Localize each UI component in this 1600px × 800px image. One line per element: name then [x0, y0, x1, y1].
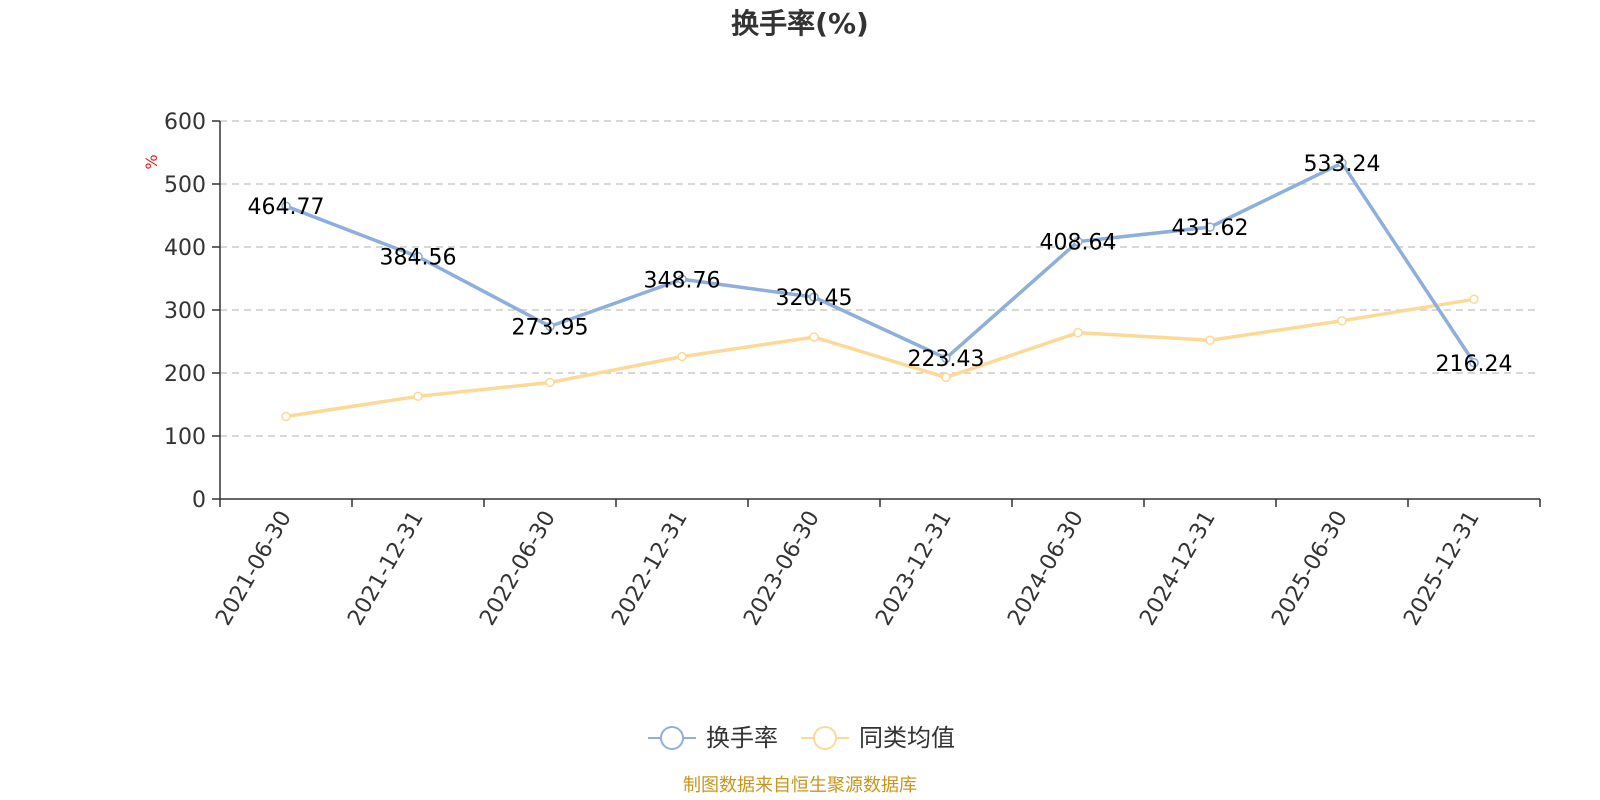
data-point[interactable] [809, 332, 819, 342]
data-point[interactable] [413, 251, 423, 262]
x-tick-label: 2024-12-31 [1135, 507, 1221, 630]
x-tick-label: 2024-06-30 [1003, 507, 1089, 630]
y-tick-label: 100 [164, 425, 206, 450]
series-lines [281, 158, 1479, 422]
data-point[interactable] [1073, 327, 1083, 338]
data-point[interactable] [545, 377, 555, 388]
data-label: 223.43 [908, 347, 985, 372]
legend-peer-average-marker [813, 726, 837, 750]
data-label: 320.45 [776, 286, 853, 311]
series-peer-average [281, 294, 1479, 422]
data-label: 273.95 [512, 315, 589, 340]
data-point[interactable] [1469, 294, 1479, 305]
data-point[interactable] [1337, 315, 1347, 326]
chart-title: 换手率(%) [731, 7, 869, 40]
x-tick-label: 2025-12-31 [1399, 507, 1485, 630]
y-tick-label: 600 [164, 110, 206, 135]
data-point[interactable] [941, 353, 951, 363]
grid-lines [220, 120, 1540, 437]
x-tick-label: 2025-06-30 [1267, 507, 1353, 630]
x-tick-label: 2023-12-31 [871, 507, 957, 630]
data-label: 408.64 [1040, 231, 1117, 256]
data-point[interactable] [677, 351, 687, 362]
data-point[interactable] [677, 274, 687, 285]
data-point[interactable] [809, 292, 819, 302]
data-label: 431.62 [1172, 216, 1249, 241]
series-line [285, 297, 1475, 419]
x-tick-label: 2022-12-31 [607, 507, 693, 630]
legend-peer-average-label: 同类均值 [859, 724, 955, 752]
series-turnover [281, 158, 1479, 368]
data-labels: 464.77 384.56 273.95 348.76 320.45 223.43 408.… [248, 152, 1513, 377]
data-point[interactable] [1205, 222, 1215, 232]
y-tick-label: 300 [164, 299, 206, 324]
data-label: 533.24 [1304, 152, 1381, 177]
data-point[interactable] [941, 372, 951, 383]
data-point[interactable] [1337, 158, 1347, 168]
y-axis-unit: % [142, 154, 161, 169]
legend-item-peer-average[interactable]: 同类均值 [801, 724, 955, 752]
legend-item-turnover[interactable]: 换手率 [648, 724, 778, 752]
legend-turnover-marker [660, 726, 684, 750]
data-label: 216.24 [1436, 352, 1513, 377]
axes: 0 100 200 300 400 500 600 2021-06-30 2021-12-31 2… [164, 110, 1541, 630]
data-point[interactable] [1073, 236, 1083, 247]
data-point[interactable] [1469, 358, 1479, 368]
data-point[interactable] [1205, 335, 1215, 345]
data-source-note: 制图数据来自恒生聚源数据库 [683, 775, 917, 796]
x-tick-label: 2023-06-30 [739, 507, 825, 630]
y-tick-label: 200 [164, 362, 206, 387]
x-tick-label: 2021-12-31 [343, 507, 429, 630]
series-line [285, 161, 1476, 364]
data-point[interactable] [413, 391, 423, 402]
data-point[interactable] [281, 411, 291, 422]
data-label: 384.56 [380, 246, 457, 271]
data-point[interactable] [281, 201, 291, 211]
data-label: 348.76 [644, 268, 721, 293]
x-tick-label: 2022-06-30 [475, 507, 561, 630]
x-tick-label: 2021-06-30 [211, 507, 297, 630]
legend-turnover-label: 换手率 [706, 724, 778, 752]
y-tick-label: 400 [164, 236, 206, 261]
legend: 换手率 同类均值 [648, 724, 955, 752]
data-label: 464.77 [248, 195, 325, 220]
data-point[interactable] [545, 321, 555, 332]
y-tick-label: 500 [164, 173, 206, 198]
y-tick-label: 0 [192, 488, 206, 513]
